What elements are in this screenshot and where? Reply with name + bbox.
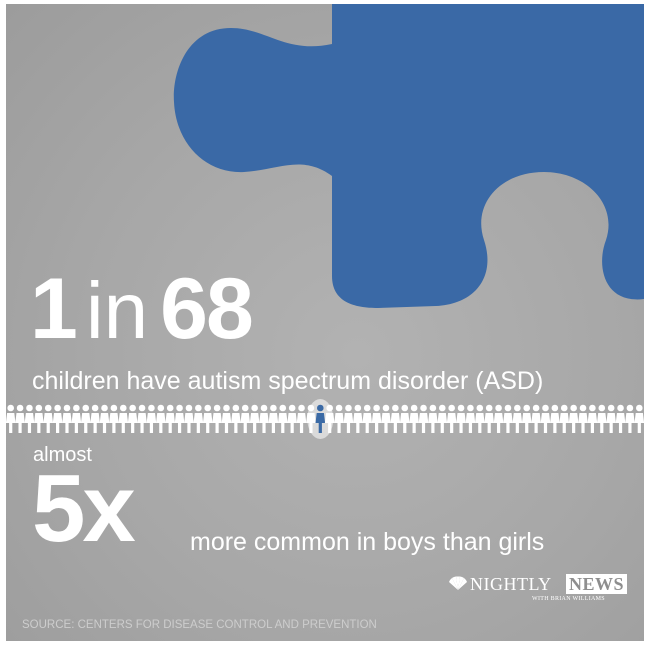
child-figure	[381, 404, 391, 433]
child-figure	[24, 404, 35, 433]
child-figure	[249, 404, 260, 433]
child-figure	[221, 404, 232, 433]
child-figure	[596, 404, 607, 433]
child-figure	[484, 404, 494, 433]
child-figure	[343, 404, 354, 433]
child-figure	[512, 404, 523, 433]
child-figure	[184, 404, 194, 433]
child-figure	[240, 404, 251, 433]
child-figure	[34, 404, 44, 433]
child-figure	[587, 404, 598, 433]
child-figure	[437, 404, 448, 433]
child-figure	[137, 404, 147, 433]
source-citation: SOURCE: CENTERS FOR DISEASE CONTROL AND …	[22, 619, 377, 631]
child-figure	[212, 404, 222, 433]
child-figure	[371, 404, 382, 433]
child-figure	[231, 404, 241, 433]
child-figure	[550, 404, 560, 433]
child-figure	[99, 404, 110, 433]
child-figure	[418, 404, 429, 433]
child-figure	[578, 404, 588, 433]
child-figure	[456, 404, 466, 433]
child-figure	[15, 404, 25, 433]
child-figure	[71, 404, 82, 433]
child-figure	[156, 404, 166, 433]
child-figure	[634, 404, 644, 433]
ratio-prefix: almost	[33, 444, 92, 466]
child-figure	[334, 404, 344, 433]
child-figure	[493, 404, 504, 433]
child-figure	[6, 404, 16, 433]
logo-word-news: NEWS	[566, 574, 628, 594]
child-figure	[353, 404, 363, 433]
stat-description: children have autism spectrum disorder (…	[32, 367, 544, 395]
child-figure	[428, 404, 438, 433]
stat-connector: in	[85, 266, 149, 355]
puzzle-piece-graphic	[173, 4, 644, 308]
headline-stat: 1 in 68	[30, 266, 254, 355]
child-figure	[202, 404, 213, 433]
child-figure	[90, 404, 100, 433]
child-figure	[277, 404, 288, 433]
child-figure	[615, 404, 626, 433]
child-figure	[109, 404, 119, 433]
stat-numerator: 1	[30, 261, 78, 357]
child-figure	[503, 404, 513, 433]
child-figure	[399, 404, 410, 433]
child-figure	[118, 404, 129, 433]
ratio-description: more common in boys than girls	[190, 528, 545, 556]
child-figure	[174, 404, 185, 433]
nightly-news-logo: NIGHTLY NEWS WITH BRIAN WILLIAMS	[446, 574, 632, 608]
stat-denominator: 68	[160, 261, 254, 357]
people-row-graphic	[6, 399, 644, 439]
child-figure	[43, 404, 54, 433]
child-figure	[268, 404, 279, 433]
child-figure	[625, 404, 635, 433]
child-figure	[521, 404, 532, 433]
child-figure	[259, 404, 269, 433]
child-figure	[559, 404, 570, 433]
puzzle-piece-shape	[332, 4, 644, 308]
child-figure	[80, 404, 91, 433]
child-figure	[362, 404, 373, 433]
logo-word-nightly: NIGHTLY	[470, 574, 552, 594]
child-figure	[296, 404, 307, 433]
child-figure	[324, 404, 335, 433]
child-figure	[287, 404, 297, 433]
child-figure	[446, 404, 457, 433]
child-figure	[568, 404, 579, 433]
child-figure	[606, 404, 616, 433]
infographic: 1 in 68 children have autism spectrum diso…	[6, 4, 644, 641]
child-figure	[475, 404, 485, 433]
child-figure	[531, 404, 541, 433]
child-figure	[52, 404, 63, 433]
child-figure	[127, 404, 138, 433]
child-figure	[390, 404, 401, 433]
puzzle-tab-shape	[173, 28, 332, 176]
child-figure	[540, 404, 551, 433]
child-figure	[409, 404, 419, 433]
child-figure	[465, 404, 476, 433]
ratio-value: 5x	[32, 455, 136, 562]
child-figure	[193, 404, 204, 433]
child-figure	[165, 404, 175, 433]
logo-byline: WITH BRIAN WILLIAMS	[532, 596, 605, 602]
child-figure	[62, 404, 72, 433]
peacock-icon	[449, 576, 467, 590]
child-figure	[146, 404, 157, 433]
